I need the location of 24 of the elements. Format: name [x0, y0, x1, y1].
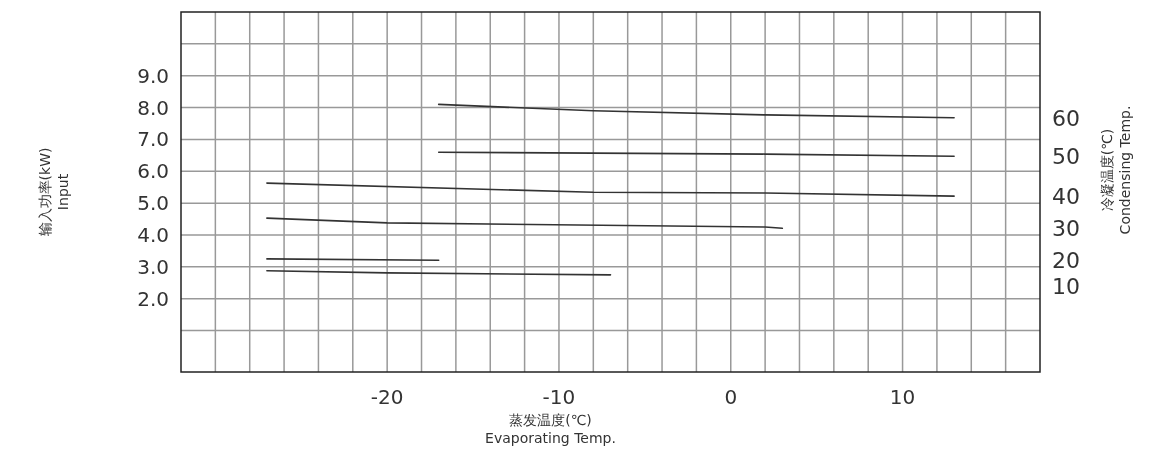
- line-series: [266, 182, 955, 197]
- y-tick-label: 7.0: [137, 127, 169, 152]
- x-tick-label: -20: [370, 385, 404, 409]
- x-tick-label: -10: [542, 385, 576, 409]
- y-tick-label: 6.0: [137, 159, 169, 184]
- x-tick-label: 0: [724, 385, 738, 409]
- text: 30: [1052, 216, 1080, 242]
- text: 60: [1052, 105, 1080, 131]
- y-tick-label: 4.0: [137, 223, 169, 248]
- text: 20: [1052, 248, 1080, 274]
- y-tick-label: 8.0: [137, 95, 169, 120]
- y-tick-label: 5.0: [137, 191, 169, 216]
- y-axis-title: 输入功率(kW) Input: [37, 147, 72, 237]
- y2-axis-title: 冷凝温度(℃) Condensing Temp.: [1099, 105, 1134, 235]
- y-tick-label: 3.0: [137, 254, 169, 279]
- x-tick-label: 10: [889, 385, 916, 409]
- text: 10: [1052, 274, 1080, 300]
- line-series: [437, 103, 955, 119]
- text: 50: [1052, 144, 1080, 170]
- y-tick-label: 2.0: [137, 286, 169, 311]
- line-series: [266, 217, 784, 230]
- x-axis-title: 蒸发温度(℃) Evaporating Temp.: [485, 412, 616, 447]
- text: 40: [1052, 184, 1080, 210]
- y-tick-label: 9.0: [137, 63, 169, 88]
